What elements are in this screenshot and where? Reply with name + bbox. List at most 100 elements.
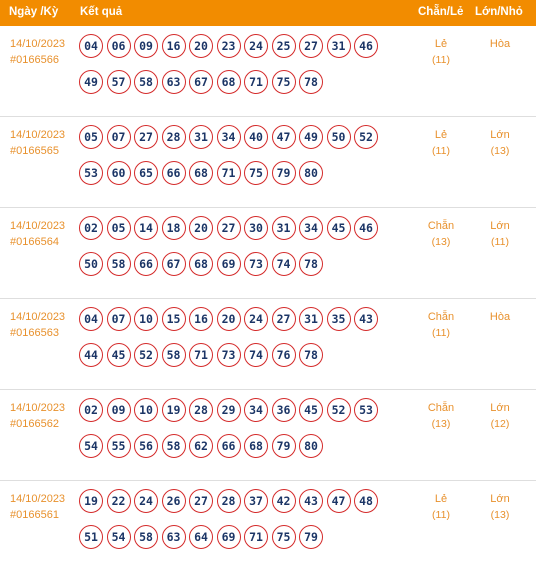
draw-date-cell: 14/10/2023 #0166561 — [10, 491, 65, 523]
table-row: 14/10/2023 #0166566 04 06 09 16 20 23 24 25 27 31 46… — [0, 26, 536, 117]
draw-id: #0166561 — [10, 509, 59, 521]
chanle-cell: Lẻ (11) — [416, 36, 466, 68]
table-row: 14/10/2023 #0166562 02 09 10 19 28 29 34 36 45 52 53… — [0, 390, 536, 481]
chanle-value: Chẵn — [427, 402, 455, 414]
number-ball: 80 — [299, 434, 323, 458]
number-ball: 47 — [326, 489, 351, 513]
number-ball: 57 — [106, 70, 131, 94]
number-ball: 63 — [161, 525, 186, 549]
lonnho-cell: Lớn (12) — [475, 400, 525, 432]
number-ball: 43 — [354, 307, 378, 331]
number-ball: 16 — [189, 307, 213, 331]
draw-date: 14/10/2023 — [10, 38, 66, 50]
lonnho-value: Lớn — [490, 220, 510, 232]
number-ball: 19 — [161, 398, 186, 422]
lonnho-count: (12) — [490, 418, 510, 430]
number-ball: 52 — [134, 343, 158, 367]
result-balls: 02 09 10 19 28 29 34 36 45 52 53 54 55 56 58 62 66 68 79 80 — [79, 398, 389, 470]
lonnho-cell: Hòa — [475, 309, 525, 325]
result-balls: 05 07 27 28 31 34 40 47 49 50 52 53 60 65 66 68 71 75 79 80 — [79, 125, 389, 197]
number-ball: 36 — [271, 398, 296, 422]
number-ball: 27 — [299, 34, 323, 58]
number-ball: 71 — [244, 525, 268, 549]
number-ball: 65 — [134, 161, 158, 185]
number-ball: 78 — [299, 70, 323, 94]
number-ball: 47 — [271, 125, 296, 149]
number-ball: 67 — [189, 70, 213, 94]
result-balls: 04 07 10 15 16 20 24 27 31 35 43 44 45 52 58 71 73 74 76 78 — [79, 307, 389, 379]
number-ball: 07 — [106, 307, 131, 331]
chanle-count: (11) — [432, 509, 450, 521]
number-ball: 26 — [161, 489, 186, 513]
number-ball: 52 — [354, 125, 378, 149]
table-row: 14/10/2023 #0166564 02 05 14 18 20 27 30 31 34 45 46… — [0, 208, 536, 299]
number-ball: 71 — [189, 343, 213, 367]
number-ball: 68 — [189, 252, 213, 276]
chanle-count: (11) — [432, 54, 450, 66]
number-ball: 06 — [106, 34, 131, 58]
number-ball: 19 — [79, 489, 103, 513]
number-ball: 49 — [299, 125, 323, 149]
number-ball: 74 — [271, 252, 296, 276]
number-ball: 22 — [106, 489, 131, 513]
number-ball: 50 — [326, 125, 351, 149]
number-ball: 58 — [161, 434, 186, 458]
number-ball: 28 — [189, 398, 213, 422]
chanle-value: Chẵn — [427, 311, 455, 323]
header-date: Ngày /Kỳ — [9, 6, 59, 18]
number-ball: 31 — [271, 216, 296, 240]
lonnho-value: Lớn — [490, 402, 510, 414]
number-ball: 45 — [299, 398, 323, 422]
lonnho-value: Lớn — [490, 493, 510, 505]
number-ball: 37 — [244, 489, 268, 513]
number-ball: 27 — [216, 216, 241, 240]
number-ball: 25 — [271, 34, 296, 58]
number-ball: 24 — [244, 307, 268, 331]
draw-id: #0166566 — [10, 54, 59, 66]
table-row: 14/10/2023 #0166561 19 22 24 26 27 28 37 42 43 47 48… — [0, 481, 536, 572]
draw-date: 14/10/2023 — [10, 311, 66, 323]
number-ball: 27 — [134, 125, 158, 149]
number-ball: 42 — [271, 489, 296, 513]
chanle-count: (11) — [432, 327, 450, 339]
number-ball: 67 — [161, 252, 186, 276]
chanle-value: Chẵn — [427, 220, 455, 232]
number-ball: 64 — [189, 525, 213, 549]
number-ball: 10 — [134, 398, 158, 422]
number-ball: 68 — [244, 434, 268, 458]
number-ball: 27 — [189, 489, 213, 513]
number-ball: 80 — [299, 161, 323, 185]
number-ball: 66 — [216, 434, 241, 458]
table-row: 14/10/2023 #0166565 05 07 27 28 31 34 40 47 49 50 52… — [0, 117, 536, 208]
lonnho-cell: Lớn (13) — [475, 491, 525, 523]
number-ball: 05 — [79, 125, 103, 149]
number-ball: 31 — [299, 307, 323, 331]
number-ball: 35 — [326, 307, 351, 331]
number-ball: 34 — [299, 216, 323, 240]
chanle-count: (13) — [431, 418, 451, 430]
lonnho-cell: Lớn (11) — [475, 218, 525, 250]
number-ball: 58 — [106, 252, 131, 276]
number-ball: 58 — [134, 525, 158, 549]
number-ball: 09 — [106, 398, 131, 422]
number-ball: 40 — [244, 125, 268, 149]
number-ball: 75 — [271, 70, 296, 94]
lonnho-count: (13) — [490, 509, 510, 521]
number-ball: 18 — [161, 216, 186, 240]
result-balls: 04 06 09 16 20 23 24 25 27 31 46 49 57 58 63 67 68 71 75 78 — [79, 34, 389, 106]
number-ball: 10 — [134, 307, 158, 331]
number-ball: 51 — [79, 525, 103, 549]
number-ball: 30 — [244, 216, 268, 240]
draw-date-cell: 14/10/2023 #0166562 — [10, 400, 65, 432]
number-ball: 76 — [271, 343, 296, 367]
number-ball: 14 — [134, 216, 158, 240]
number-ball: 71 — [244, 70, 268, 94]
number-ball: 62 — [189, 434, 213, 458]
number-ball: 55 — [106, 434, 131, 458]
lonnho-value: Hòa — [489, 311, 511, 323]
number-ball: 78 — [299, 252, 323, 276]
number-ball: 04 — [79, 307, 103, 331]
draw-date: 14/10/2023 — [10, 493, 66, 505]
chanle-value: Lẻ — [434, 129, 448, 141]
number-ball: 79 — [271, 161, 296, 185]
